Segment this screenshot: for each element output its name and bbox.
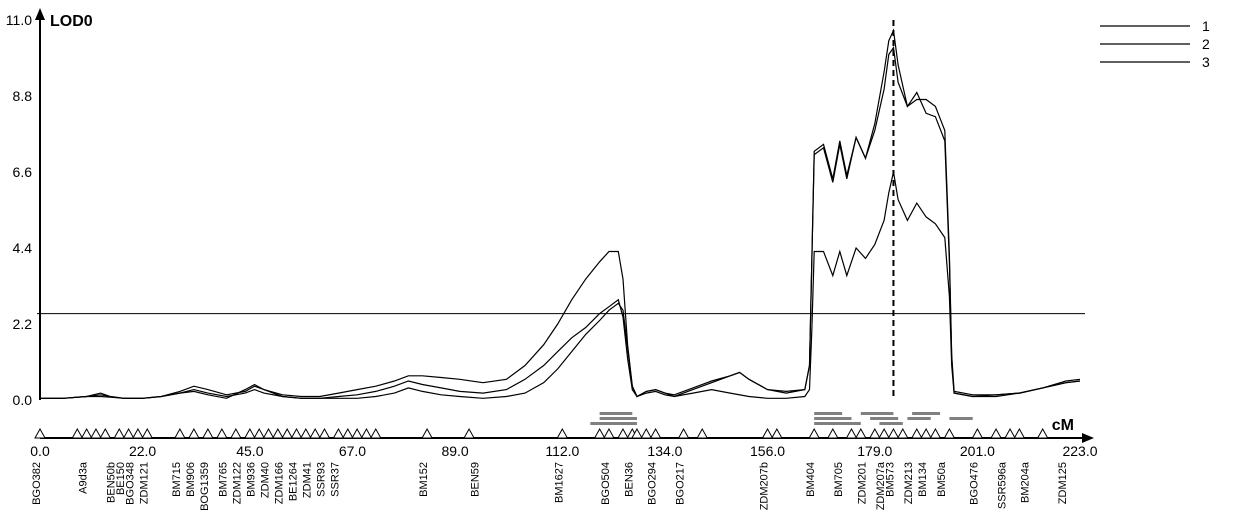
marker-label: BM50a bbox=[936, 461, 948, 497]
x-tick-label: 201.0 bbox=[960, 443, 995, 459]
marker-label: BGO504 bbox=[600, 462, 612, 505]
conf-bar bbox=[814, 417, 851, 420]
x-tick-label: 22.0 bbox=[129, 443, 156, 459]
y-tick-label: 8.8 bbox=[13, 88, 33, 104]
marker-label: BGO382 bbox=[31, 462, 43, 505]
y-tick-label: 2.2 bbox=[13, 316, 33, 332]
x-tick-label: 179.0 bbox=[857, 443, 892, 459]
marker-label: ZDM41 bbox=[301, 462, 313, 498]
marker-label: BM204a bbox=[1020, 461, 1032, 503]
marker-label: SSR93 bbox=[315, 462, 327, 497]
marker-label: ZDM166 bbox=[274, 462, 286, 504]
marker-label: SSR37 bbox=[329, 462, 341, 497]
x-tick-label: 67.0 bbox=[339, 443, 366, 459]
marker-label: BM152 bbox=[418, 462, 430, 497]
x-tick-label: 112.0 bbox=[545, 443, 579, 459]
marker-label: BM1627 bbox=[553, 462, 565, 503]
marker-label: BGO294 bbox=[647, 462, 659, 505]
conf-bar bbox=[814, 412, 842, 415]
x-tick-label: 0.0 bbox=[30, 443, 50, 459]
marker-label: BM715 bbox=[171, 462, 183, 497]
marker-label: ZDM201 bbox=[856, 462, 868, 504]
marker-label: SSR596a bbox=[996, 461, 1008, 509]
x-tick-label: 134.0 bbox=[647, 443, 682, 459]
conf-bar bbox=[600, 417, 637, 420]
marker-label: ZDM125 bbox=[1057, 462, 1069, 504]
marker-label: BM134 bbox=[917, 462, 929, 497]
y-axis-label: LOD0 bbox=[50, 13, 93, 30]
legend-label: 3 bbox=[1202, 54, 1210, 70]
conf-bar bbox=[879, 422, 902, 425]
marker-label: BM404 bbox=[805, 462, 817, 497]
y-tick-label: 4.4 bbox=[13, 240, 33, 256]
marker-label: BGO348 bbox=[124, 462, 136, 505]
conf-bar bbox=[949, 417, 972, 420]
legend-label: 1 bbox=[1202, 18, 1210, 34]
marker-label: A9d3a bbox=[78, 461, 90, 494]
x-tick-label: 156.0 bbox=[750, 443, 785, 459]
marker-label: BM765 bbox=[218, 462, 230, 497]
conf-bar bbox=[870, 417, 898, 420]
x-tick-label: 223.0 bbox=[1062, 443, 1097, 459]
conf-bar bbox=[600, 412, 633, 415]
x-tick-label: 89.0 bbox=[441, 443, 468, 459]
marker-label: ZDM122 bbox=[232, 462, 244, 504]
conf-bar bbox=[912, 412, 940, 415]
lod-profile-chart: 0.0 2.2 4.4 6.6 8.8 11.0 LOD0 cM 0.0 22.0 45.0 67.0… bbox=[0, 0, 1240, 521]
marker-label: BM906 bbox=[185, 462, 197, 497]
conf-bar bbox=[814, 422, 861, 425]
marker-label: BM936 bbox=[246, 462, 258, 497]
marker-label: BE1264 bbox=[288, 462, 300, 501]
marker-label: BEN36 bbox=[623, 462, 635, 497]
y-tick-label: 0.0 bbox=[13, 392, 33, 408]
marker-label: BOG1359 bbox=[199, 462, 211, 511]
legend-label: 2 bbox=[1202, 36, 1210, 52]
conf-bar bbox=[861, 412, 894, 415]
marker-label: BEN59 bbox=[469, 462, 481, 497]
y-tick-label: 11.0 bbox=[6, 12, 32, 28]
x-tick-label: 45.0 bbox=[236, 443, 263, 459]
marker-label: ZDM121 bbox=[138, 462, 150, 504]
conf-bar bbox=[590, 422, 637, 425]
marker-label: BM573 bbox=[884, 462, 896, 497]
marker-label: BGO217 bbox=[675, 462, 687, 505]
marker-label: BM705 bbox=[833, 462, 845, 497]
y-tick-label: 6.6 bbox=[13, 164, 33, 180]
marker-label: BGO476 bbox=[968, 462, 980, 505]
x-axis-label: cM bbox=[1052, 417, 1074, 434]
marker-label: ZDM207b bbox=[759, 462, 771, 510]
marker-label: ZDM213 bbox=[903, 462, 915, 504]
marker-label: ZDM40 bbox=[260, 462, 272, 498]
conf-bar bbox=[907, 417, 930, 420]
